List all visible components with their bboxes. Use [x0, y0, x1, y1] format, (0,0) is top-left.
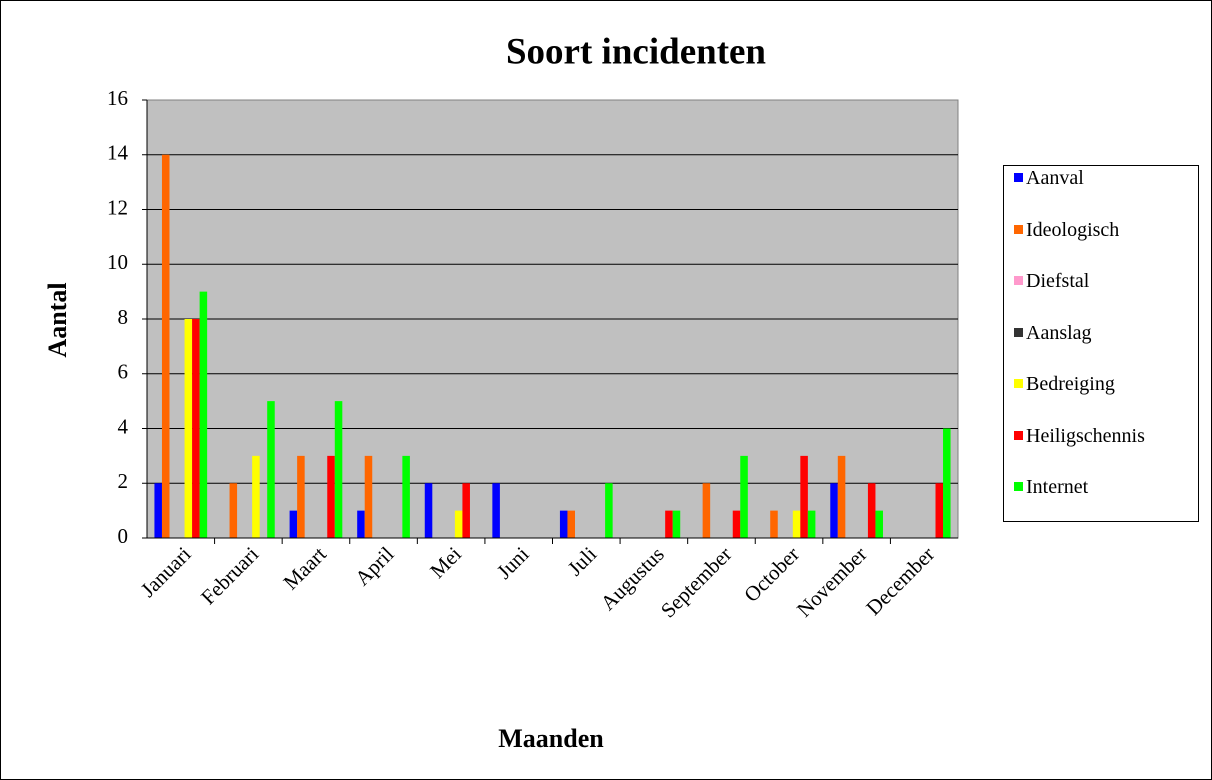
bar: [252, 455, 260, 538]
y-tick-label: 8: [118, 305, 129, 329]
bar: [792, 510, 801, 538]
y-tick-label: 16: [107, 86, 128, 110]
legend: Aanval Ideologisch Diefstal Aanslag Bedreigi…: [1003, 165, 1199, 522]
legend-swatch: [1014, 173, 1023, 182]
bar: [567, 510, 575, 538]
bar: [267, 401, 275, 538]
bar: [702, 483, 711, 538]
bar: [297, 455, 305, 538]
y-tick-label: 12: [107, 195, 128, 219]
legend-label: Aanslag: [1026, 321, 1092, 344]
legend-entry: Diefstal: [1014, 271, 1152, 291]
legend-label: Internet: [1026, 476, 1089, 498]
legend-entry: Aanval: [1014, 168, 1152, 188]
legend-entry: Internet: [1014, 477, 1152, 497]
bar: [943, 428, 951, 538]
legend-swatch: [1014, 430, 1023, 440]
bar: [454, 510, 463, 538]
legend-swatch: [1014, 379, 1023, 388]
y-tick-label: 10: [107, 250, 128, 274]
legend-entry: Aanslag: [1014, 323, 1152, 343]
bar: [837, 455, 846, 538]
y-tick-label: 4: [118, 414, 129, 438]
bar: [192, 319, 200, 538]
y-axis-label: Aantal: [43, 282, 72, 357]
bar: [492, 483, 500, 538]
y-tick-label: 14: [107, 141, 129, 165]
bar: [154, 483, 162, 538]
x-axis-label: Maanden: [498, 724, 604, 753]
bar: [184, 319, 193, 538]
bar: [800, 455, 808, 538]
bar: [289, 510, 298, 538]
legend-label: Aanval: [1026, 167, 1084, 189]
bar: [327, 455, 335, 538]
y-tick-label: 2: [118, 469, 129, 493]
chart-title: Soort incidenten: [506, 31, 766, 72]
legend-entry: Bedreiging: [1014, 374, 1152, 394]
legend-entry: Heiligschennis: [1014, 426, 1152, 446]
legend-swatch: [1014, 482, 1023, 491]
bar: [559, 510, 568, 538]
legend-swatch: [1014, 224, 1023, 234]
legend-label: Bedreiging: [1026, 373, 1115, 395]
bar: [732, 510, 741, 538]
y-tick-label: 6: [118, 360, 129, 384]
legend-label: Ideologisch: [1026, 218, 1120, 241]
bar: [770, 510, 778, 538]
bar: [740, 455, 748, 538]
legend-swatch: [1014, 276, 1023, 285]
bar: [424, 483, 433, 538]
legend-label: Heiligschennis: [1026, 424, 1145, 447]
bar: [462, 483, 470, 538]
bar: [935, 483, 944, 538]
bar: [334, 401, 343, 538]
legend-entry: Ideologisch: [1014, 220, 1152, 240]
bar: [357, 510, 365, 538]
legend-swatch: [1014, 327, 1023, 337]
bar: [875, 510, 883, 538]
bar: [672, 510, 681, 538]
bar: [161, 154, 170, 538]
bar: [402, 455, 410, 538]
bar: [867, 483, 876, 538]
y-tick-label: 0: [118, 524, 129, 548]
bar: [665, 510, 673, 538]
bar: [229, 483, 238, 538]
legend-label: Diefstal: [1026, 270, 1090, 292]
bar: [605, 483, 613, 538]
bar: [364, 455, 373, 538]
bar: [830, 483, 838, 538]
bar: [199, 291, 208, 538]
bar: [807, 510, 816, 538]
